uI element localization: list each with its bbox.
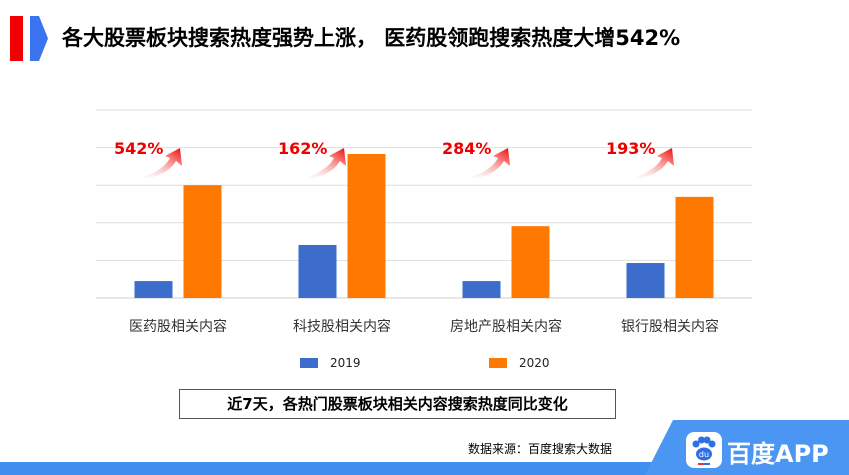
legend-swatch-2019 (300, 358, 318, 368)
blue-arrow-icon (30, 16, 48, 61)
bar-2019-2 (298, 244, 337, 298)
growth-label: 193% (606, 139, 655, 158)
legend-label-2019: 2019 (330, 356, 361, 370)
bar-2020-4 (675, 196, 714, 298)
page-title: 各大股票板块搜索热度强势上涨， 医药股领跑搜索热度大增542% (62, 26, 681, 50)
bar-2020-2 (347, 153, 386, 298)
growth-label: 162% (278, 139, 327, 158)
legend-swatch-2020 (489, 358, 507, 368)
growth-arrow-icon (462, 148, 510, 180)
chart-note: 近7天，各热门股票板块相关内容搜索热度同比变化 (179, 389, 616, 419)
legend-item-2020: 2020 (489, 356, 550, 370)
svg-text:du: du (699, 450, 709, 459)
legend-label-2020: 2020 (519, 356, 550, 370)
category-label: 医药股相关内容 (129, 318, 227, 335)
footer-band (0, 462, 660, 475)
bar-2019-4 (626, 263, 665, 298)
growth-arrow-icon (626, 148, 674, 180)
bar-2020-1 (183, 185, 222, 298)
bar-chart: 医药股相关内容 542% 科技股相关内容 162% 房地产股相关内容 284% 银行股相关内… (96, 109, 752, 335)
category-label: 科技股相关内容 (293, 318, 391, 335)
growth-arrow-icon (298, 148, 346, 180)
brand-panel (645, 420, 849, 475)
growth-label: 542% (114, 139, 163, 158)
category-label: 银行股相关内容 (621, 318, 719, 335)
growth-arrow-icon (134, 148, 182, 180)
data-source: 数据来源：百度搜索大数据 (468, 442, 613, 456)
bar-2019-1 (134, 281, 173, 298)
legend-item-2019: 2019 (300, 356, 361, 370)
bar-2019-3 (462, 281, 501, 298)
growth-label: 284% (442, 139, 491, 158)
red-accent-bar (10, 16, 23, 61)
baidu-paw-icon: du (686, 432, 722, 468)
bar-2020-3 (511, 226, 550, 298)
category-label: 房地产股相关内容 (450, 318, 562, 335)
brand-logo-text: 百度APP (727, 440, 829, 468)
